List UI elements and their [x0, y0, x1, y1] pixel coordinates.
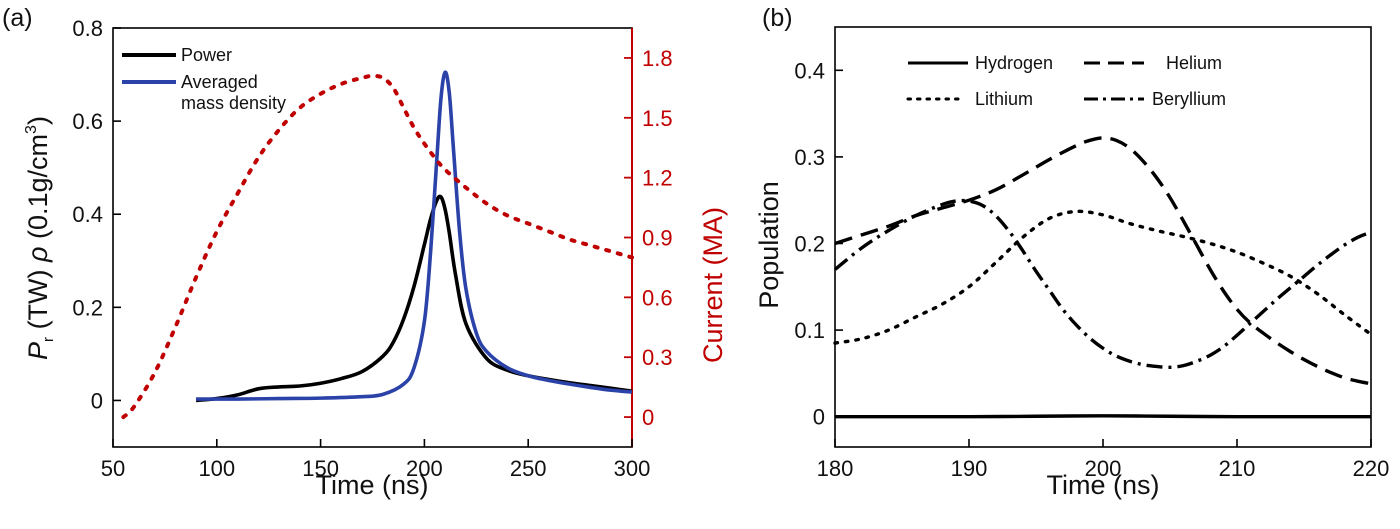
panel-a-right-axis-title: Current (MA): [698, 207, 728, 363]
panel-b-label: (b): [762, 4, 793, 32]
series-line-helium: [834, 136, 1372, 386]
panel-a-legend: Power Averaged mass density: [122, 45, 286, 113]
b-y-tick-label: 0.3: [794, 145, 825, 170]
panel-a-y-axis-ticks: 0 0.2 0.4 0.6 0.8: [72, 16, 121, 413]
legend-label-helium: Helium: [1166, 53, 1222, 73]
b-x-tick-label: 210: [1219, 456, 1256, 481]
a-right-tick-label: 1.5: [642, 106, 673, 131]
b-x-tick-label: 200: [1085, 456, 1122, 481]
series-line-current: [121, 73, 634, 420]
a-right-tick-label: 1.2: [642, 166, 673, 191]
panel-a-label: (a): [2, 4, 33, 32]
panel-b-chart: (b) 180 190 200 210 220 0 0.1 0.2 0.3 0.4 Time (…: [754, 4, 1389, 500]
panel-a-x-axis-title: Time (ns): [316, 470, 429, 500]
panel-b-plot-frame: [834, 26, 1372, 448]
panel-a-y-axis-title: Pr (TW) ρ (0.1g/cm3): [23, 116, 57, 360]
b-x-tick-label: 220: [1353, 456, 1390, 481]
panel-b-x-axis-ticks: 180 190 200 210 220: [817, 439, 1390, 481]
a-x-tick-label: 50: [101, 456, 125, 481]
panel-b-legend: Hydrogen Helium Lithium Beryllium: [906, 53, 1226, 109]
a-right-tick-label: 1.8: [642, 46, 673, 71]
series-line-lithium: [833, 209, 1373, 345]
panel-b-x-axis-title: Time (ns): [1047, 470, 1160, 500]
panel-b-series-group: [833, 136, 1373, 419]
a-y-tick-label: 0: [91, 388, 103, 413]
series-line-hydrogen: [835, 414, 1371, 419]
legend-label-power: Power: [181, 45, 232, 65]
a-x-tick-label: 150: [302, 456, 339, 481]
a-y-tick-label: 0.4: [72, 202, 103, 227]
a-right-tick-label: 0.3: [642, 345, 673, 370]
legend-label-averaged-mass-density-line1: Averaged: [181, 72, 258, 92]
a-y-tick-label: 0.2: [72, 295, 103, 320]
series-line-beryllium: [833, 198, 1372, 370]
a-x-tick-label: 200: [406, 456, 443, 481]
a-x-tick-label: 300: [614, 456, 651, 481]
panel-b-y-axis-title: Population: [754, 181, 784, 309]
panel-a-x-axis-ticks: 50 100 150 200 250 300: [101, 439, 651, 481]
a-right-tick-label: 0.9: [642, 226, 673, 251]
b-y-tick-label: 0: [813, 405, 825, 430]
b-y-tick-label: 0.1: [794, 318, 825, 343]
panel-a-chart: (a) 50 100 150 200 250 300 0 0.2 0.4 0.6 0.8 0 0.3…: [2, 4, 728, 500]
series-line-averaged-mass-density: [196, 70, 633, 401]
panel-b-y-axis-ticks: 0 0.1 0.2 0.3 0.4: [794, 58, 843, 430]
a-right-tick-label: 0: [642, 405, 654, 430]
b-y-tick-label: 0.2: [794, 231, 825, 256]
legend-label-lithium: Lithium: [975, 89, 1033, 109]
a-x-tick-label: 250: [510, 456, 547, 481]
legend-label-averaged-mass-density-line2: mass density: [181, 93, 286, 113]
panel-a-series-group: [121, 70, 634, 420]
b-y-tick-label: 0.4: [794, 58, 825, 83]
legend-label-hydrogen: Hydrogen: [975, 53, 1053, 73]
legend-label-beryllium: Beryllium: [1152, 89, 1226, 109]
a-right-tick-label: 0.6: [642, 285, 673, 310]
a-y-tick-label: 0.8: [72, 16, 103, 41]
b-x-tick-label: 180: [817, 456, 854, 481]
panel-a-right-axis-ticks: 0 0.3 0.6 0.9 1.2 1.5 1.8: [624, 46, 673, 430]
a-x-tick-label: 100: [198, 456, 235, 481]
a-y-tick-label: 0.6: [72, 109, 103, 134]
b-x-tick-label: 190: [951, 456, 988, 481]
